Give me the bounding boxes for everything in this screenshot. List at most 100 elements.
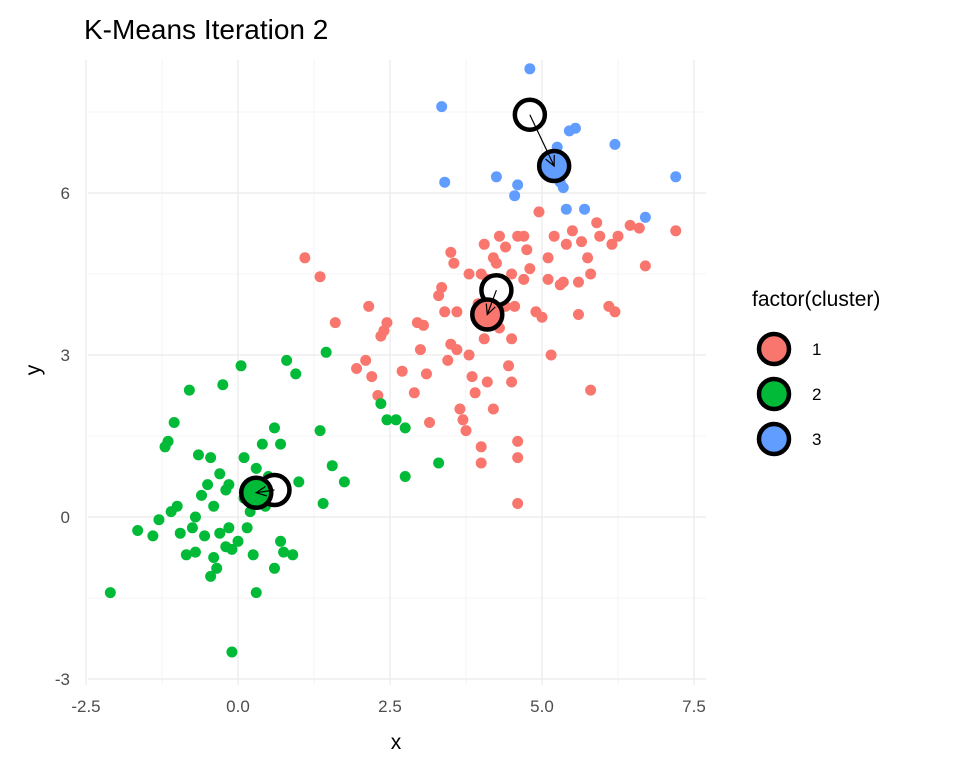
legend-label: 1 — [812, 340, 821, 359]
point-cluster-2 — [290, 368, 302, 380]
point-cluster-1 — [624, 219, 636, 231]
point-cluster-1 — [545, 349, 557, 361]
chart-title: K-Means Iteration 2 — [84, 14, 328, 45]
point-cluster-2 — [180, 549, 192, 561]
point-cluster-2 — [189, 511, 201, 523]
legend: factor(cluster) 1 2 3 — [752, 288, 880, 457]
point-cluster-1 — [314, 271, 326, 283]
point-cluster-2 — [293, 476, 305, 488]
point-cluster-2 — [238, 452, 250, 464]
x-tick-label: 0.0 — [226, 697, 250, 716]
point-cluster-1 — [490, 257, 502, 269]
point-cluster-2 — [232, 535, 244, 547]
point-cluster-1 — [594, 230, 606, 242]
point-cluster-2 — [281, 354, 293, 366]
point-cluster-2 — [275, 535, 287, 547]
point-cluster-2 — [174, 527, 186, 539]
x-tick-label: 2.5 — [378, 697, 402, 716]
point-cluster-2 — [268, 422, 280, 434]
centroid-arrow — [485, 289, 497, 316]
point-cluster-1 — [420, 368, 432, 380]
point-cluster-2 — [171, 500, 183, 512]
y-axis-label: y — [22, 364, 45, 375]
point-cluster-1 — [576, 236, 588, 248]
x-axis-label: x — [391, 731, 402, 754]
point-cluster-2 — [205, 452, 217, 464]
point-cluster-3 — [579, 203, 591, 215]
point-cluster-2 — [199, 530, 211, 542]
point-cluster-1 — [633, 222, 645, 234]
point-cluster-2 — [314, 425, 326, 437]
point-cluster-1 — [500, 241, 512, 253]
point-cluster-2 — [223, 522, 235, 534]
point-cluster-2 — [226, 543, 238, 555]
point-cluster-1 — [609, 306, 621, 318]
point-cluster-1 — [451, 344, 463, 356]
point-cluster-1 — [463, 268, 475, 280]
point-cluster-1 — [591, 217, 603, 229]
x-tick-label: 7.5 — [682, 697, 706, 716]
point-cluster-1 — [582, 252, 594, 264]
point-cluster-2 — [189, 546, 201, 558]
point-cluster-2 — [211, 562, 223, 574]
point-cluster-3 — [560, 203, 572, 215]
point-cluster-2 — [202, 479, 214, 491]
point-cluster-1 — [463, 349, 475, 361]
point-cluster-2 — [196, 489, 208, 501]
y-tick-label: 6 — [61, 184, 70, 203]
point-cluster-1 — [445, 246, 457, 258]
point-cluster-1 — [466, 371, 478, 383]
data-points — [104, 63, 682, 658]
y-tick-label: 0 — [61, 508, 70, 527]
point-cluster-1 — [493, 230, 505, 242]
y-tick-label: -3 — [55, 670, 70, 689]
point-cluster-1 — [396, 365, 408, 377]
legend-item-1: 1 — [756, 331, 821, 367]
point-cluster-1 — [509, 300, 521, 312]
point-cluster-2 — [226, 646, 238, 658]
point-cluster-2 — [275, 438, 287, 450]
point-cluster-1 — [512, 498, 524, 509]
point-cluster-3 — [557, 182, 569, 194]
point-cluster-1 — [451, 306, 463, 318]
point-cluster-2 — [183, 384, 195, 396]
point-cluster-1 — [299, 252, 311, 264]
point-cluster-1 — [542, 252, 554, 264]
point-cluster-1 — [557, 276, 569, 288]
point-cluster-3 — [569, 122, 581, 134]
point-cluster-3 — [512, 179, 524, 191]
point-cluster-2 — [287, 549, 299, 561]
point-cluster-1 — [670, 225, 682, 237]
point-cluster-1 — [457, 414, 469, 426]
point-cluster-1 — [436, 282, 448, 293]
point-cluster-2 — [247, 549, 259, 561]
x-tick-label: 5.0 — [530, 697, 554, 716]
point-cluster-1 — [585, 268, 597, 280]
point-cluster-2 — [375, 398, 387, 410]
point-cluster-1 — [481, 376, 493, 388]
point-cluster-2 — [192, 449, 204, 461]
grid — [85, 60, 706, 685]
point-cluster-2 — [104, 587, 116, 599]
point-cluster-1 — [478, 333, 490, 345]
point-cluster-1 — [512, 435, 524, 447]
point-cluster-2 — [326, 460, 338, 472]
point-cluster-2 — [186, 522, 198, 534]
point-cluster-1 — [548, 230, 560, 242]
point-cluster-2 — [214, 468, 226, 480]
point-cluster-3 — [670, 171, 682, 183]
point-cluster-2 — [399, 422, 411, 434]
point-cluster-2 — [214, 527, 226, 539]
point-cluster-2 — [278, 546, 290, 558]
point-cluster-2 — [390, 414, 402, 426]
point-cluster-1 — [572, 309, 584, 320]
legend-item-3: 3 — [756, 421, 821, 457]
point-cluster-2 — [168, 417, 180, 428]
x-tick-label: -2.5 — [71, 697, 100, 716]
point-cluster-1 — [560, 238, 572, 250]
point-cluster-3 — [524, 63, 536, 75]
point-cluster-3 — [439, 176, 451, 188]
point-cluster-1 — [542, 273, 554, 285]
point-cluster-1 — [524, 263, 536, 275]
point-cluster-1 — [536, 311, 548, 323]
